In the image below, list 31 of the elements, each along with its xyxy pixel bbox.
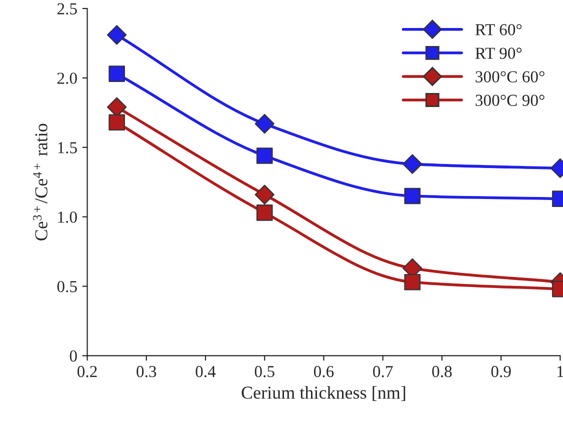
x-tick-label: 0.7: [373, 366, 393, 378]
y-tick-label: 2.5: [57, 3, 77, 15]
point: [108, 114, 125, 131]
x-axis-title: Cerium thickness [nm]: [242, 386, 406, 402]
point: [404, 274, 421, 290]
legend-label: RT 60°: [475, 24, 522, 36]
y-axis-title: Ce$^{3+}$/Ce$^{4+}$ ratio: [33, 124, 48, 240]
x-tick-label: 0.8: [432, 366, 452, 378]
x-tick-label: 0.6: [314, 366, 334, 378]
x-tick-label: 1: [557, 366, 563, 377]
point: [402, 154, 422, 174]
point: [106, 25, 127, 45]
legend-label: 300°C 60°: [476, 71, 544, 82]
legend-label: RT 90°: [475, 48, 522, 59]
x-tick-label: 0.9: [491, 366, 511, 378]
point: [254, 184, 274, 204]
point: [256, 204, 273, 221]
y-tick-label: 0.5: [57, 280, 77, 292]
x-tick-label: 0.2: [77, 366, 97, 378]
y-tick-label: 2.0: [57, 72, 77, 84]
point: [254, 114, 274, 134]
legend-label: 300°C 90°: [476, 94, 544, 106]
y-tick-label: 0: [70, 350, 77, 362]
point: [404, 188, 421, 204]
point: [108, 66, 125, 82]
x-tick-label: 0.4: [196, 366, 216, 378]
point: [256, 148, 273, 164]
y-tick-label: 1.0: [58, 212, 77, 223]
x-tick-label: 0.5: [254, 366, 274, 378]
y-tick-label: 1.5: [58, 142, 77, 154]
x-tick-label: 0.3: [136, 366, 156, 378]
